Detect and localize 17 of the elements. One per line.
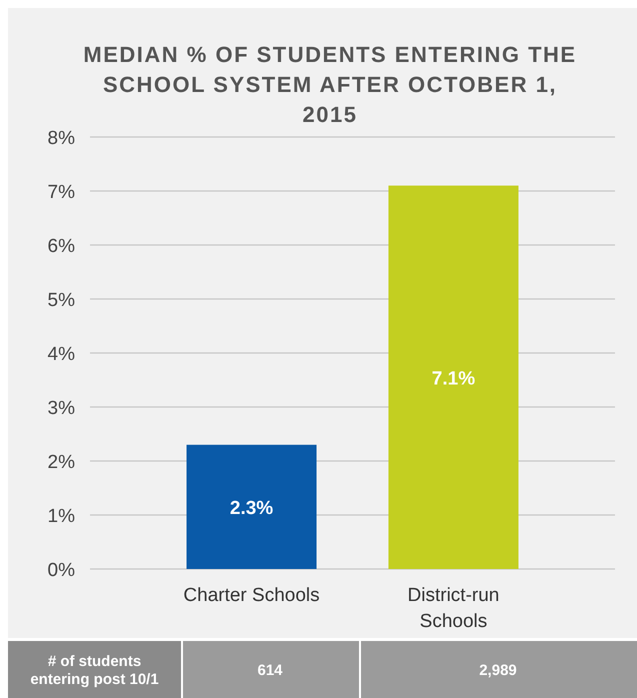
y-tick-label: 1% [48,506,76,527]
y-tick-label: 8% [48,128,76,149]
x-tick-label: District-run Schools [408,585,500,632]
text: # of students entering post 10/1 [30,653,159,688]
text: 2,989 [479,662,517,679]
data-label: 2.3% [230,498,274,519]
y-tick-label: 4% [48,344,76,365]
data-label: 7.1% [432,368,476,390]
y-tick-label: 7% [48,182,76,203]
y-tick-label: 0% [48,560,76,581]
y-tick-label: 6% [48,236,76,257]
y-tick-label: 2% [48,452,76,473]
chart-title: MEDIAN % OF STUDENTS ENTERING THE SCHOOL SYSTEM AFTER OCTOBER 1, 2015 [83,42,577,127]
text: 614 [257,662,284,679]
x-tick-label: Charter Schools [183,585,320,606]
y-tick-label: 5% [48,290,76,311]
y-tick-label: 3% [48,398,76,419]
